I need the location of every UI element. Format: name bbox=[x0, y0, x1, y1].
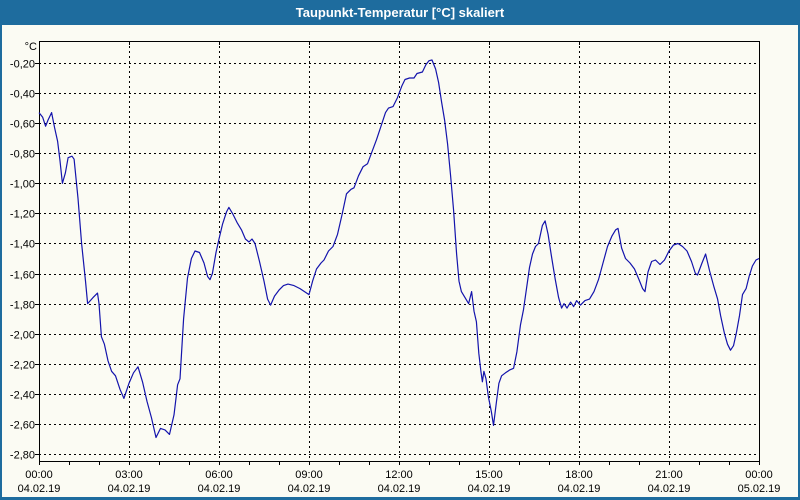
x-axis-time-label: 12:00 bbox=[385, 469, 413, 481]
x-axis-date-label: 04.02.19 bbox=[198, 483, 241, 495]
x-axis-date-label: 04.02.19 bbox=[108, 483, 151, 495]
y-axis-label: -1,00 bbox=[10, 179, 35, 191]
y-axis-label: -1,40 bbox=[10, 239, 35, 251]
y-axis-label: -0,40 bbox=[10, 89, 35, 101]
x-axis-time-label: 00:00 bbox=[25, 469, 53, 481]
y-axis-unit-label: °C bbox=[25, 41, 37, 53]
x-axis-time-label: 21:00 bbox=[655, 469, 683, 481]
y-axis-label: -0,60 bbox=[10, 119, 35, 131]
plot-border bbox=[39, 41, 760, 462]
y-axis-label: -2,80 bbox=[10, 450, 35, 462]
x-axis-time-label: 00:00 bbox=[745, 469, 773, 481]
y-axis-label: -2,60 bbox=[10, 420, 35, 432]
x-axis-time-label: 06:00 bbox=[205, 469, 233, 481]
window-title: Taupunkt-Temperatur [°C] skaliert bbox=[295, 5, 505, 20]
x-axis-date-label: 05.02.19 bbox=[738, 483, 781, 495]
y-axis-label: -0,80 bbox=[10, 149, 35, 161]
series-line bbox=[38, 59, 760, 439]
x-axis-time-label: 18:00 bbox=[565, 469, 593, 481]
x-axis-time-label: 09:00 bbox=[295, 469, 323, 481]
y-axis-label: -1,60 bbox=[10, 270, 35, 282]
x-axis-time-label: 15:00 bbox=[475, 469, 503, 481]
x-axis-date-label: 04.02.19 bbox=[288, 483, 331, 495]
y-axis-label: -1,20 bbox=[10, 209, 35, 221]
y-axis-label: -2,00 bbox=[10, 330, 35, 342]
y-axis-label: -1,80 bbox=[10, 300, 35, 312]
y-axis-label: -2,40 bbox=[10, 390, 35, 402]
x-axis-date-label: 04.02.19 bbox=[558, 483, 601, 495]
x-axis-date-label: 04.02.19 bbox=[468, 483, 511, 495]
x-axis-date-label: 04.02.19 bbox=[18, 483, 61, 495]
x-axis-date-label: 04.02.19 bbox=[378, 483, 421, 495]
x-axis-date-label: 04.02.19 bbox=[648, 483, 691, 495]
y-axis-label: -2,20 bbox=[10, 360, 35, 372]
window-titlebar[interactable]: Taupunkt-Temperatur [°C] skaliert bbox=[2, 0, 798, 25]
y-axis-label: -0,20 bbox=[10, 59, 35, 71]
x-axis-time-label: 03:00 bbox=[115, 469, 143, 481]
